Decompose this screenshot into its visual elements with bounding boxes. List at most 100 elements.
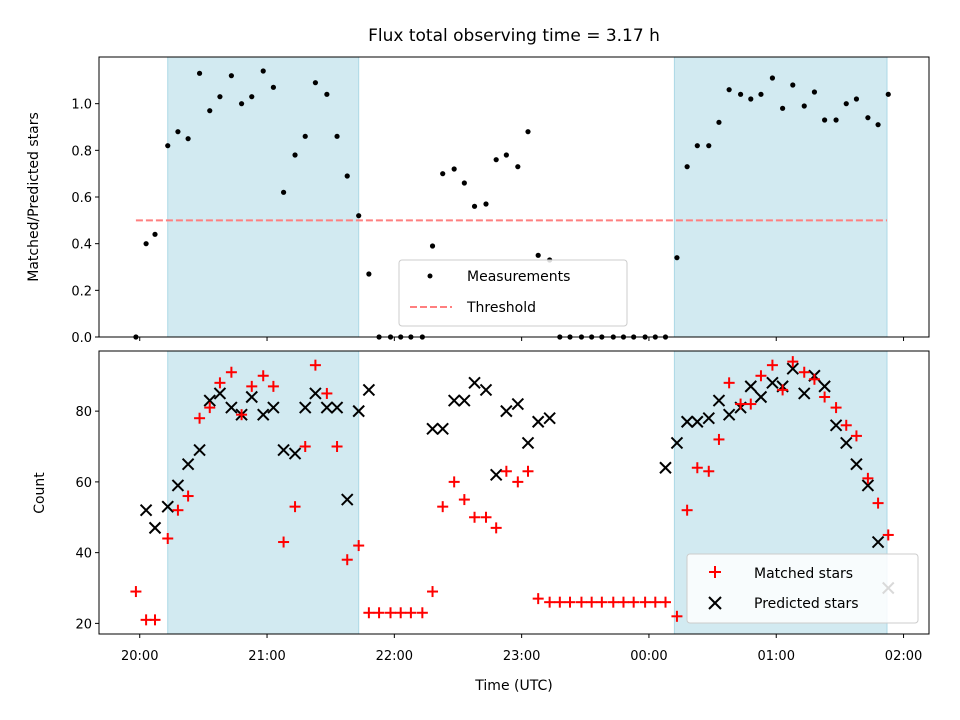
measurement-point bbox=[217, 94, 223, 100]
measurement-point bbox=[833, 117, 839, 123]
measurement-point bbox=[461, 180, 467, 186]
matched-star-point bbox=[819, 391, 831, 403]
matched-star-point bbox=[596, 596, 608, 608]
predicted-star-point bbox=[691, 415, 704, 428]
predicted-star-point bbox=[479, 383, 493, 397]
x-tick-label: 00:00 bbox=[630, 649, 667, 664]
measurement-point bbox=[185, 136, 191, 142]
matched-star-point bbox=[289, 501, 301, 513]
bottom-legend: Matched stars Predicted stars bbox=[686, 553, 919, 624]
measurement-point bbox=[440, 171, 446, 177]
legend-measurements-marker bbox=[427, 273, 433, 279]
measurement-point bbox=[885, 91, 891, 97]
measurement-point bbox=[175, 129, 181, 135]
x-tick-label: 20:00 bbox=[121, 649, 158, 664]
matched-star-point bbox=[194, 412, 206, 424]
measurement-point bbox=[811, 89, 818, 95]
measurement-point bbox=[143, 241, 149, 247]
predicted-star-point bbox=[193, 443, 206, 457]
predicted-star-point bbox=[288, 447, 302, 460]
measurement-point bbox=[324, 91, 330, 97]
predicted-star-point bbox=[468, 376, 481, 390]
matched-star-point bbox=[321, 387, 333, 399]
matched-star-point bbox=[850, 430, 862, 442]
shaded-interval bbox=[673, 56, 888, 338]
predicted-star-point bbox=[171, 479, 185, 492]
measurement-point bbox=[493, 157, 499, 163]
top-legend-box bbox=[398, 259, 628, 327]
matched-star-point bbox=[257, 370, 269, 382]
measurement-point bbox=[726, 87, 732, 93]
measurement-point bbox=[865, 115, 871, 121]
matched-star-point bbox=[681, 504, 693, 516]
legend-threshold-label: Threshold bbox=[466, 300, 536, 316]
bottom-y-axis-label: Count bbox=[32, 472, 48, 514]
matched-star-point bbox=[882, 529, 894, 541]
predicted-star-point bbox=[543, 412, 556, 425]
matched-star-point bbox=[353, 540, 365, 552]
predicted-star-point bbox=[225, 401, 238, 414]
top-x-axis-ticks bbox=[139, 337, 905, 341]
matched-star-point bbox=[607, 596, 619, 608]
measurement-point bbox=[525, 129, 531, 135]
matched-star-point bbox=[639, 596, 651, 608]
measurement-point bbox=[790, 82, 796, 88]
x-axis-label: Time (UTC) bbox=[474, 678, 552, 694]
predicted-star-point bbox=[818, 380, 831, 393]
predicted-star-point bbox=[500, 404, 513, 418]
shaded-interval bbox=[167, 56, 360, 338]
matched-star-point bbox=[703, 465, 715, 477]
measurement-point bbox=[451, 166, 457, 172]
predicted-star-point bbox=[148, 521, 162, 535]
matched-star-point bbox=[787, 356, 799, 368]
matched-star-point bbox=[766, 359, 778, 371]
x-tick-label: 21:00 bbox=[248, 649, 285, 664]
matched-star-point bbox=[363, 607, 375, 619]
measurement-point bbox=[356, 213, 362, 219]
predicted-star-point bbox=[362, 383, 376, 397]
measurement-point bbox=[706, 143, 712, 149]
measurement-point bbox=[312, 80, 319, 86]
matched-star-point bbox=[872, 497, 884, 509]
measurement-point bbox=[207, 108, 213, 114]
y-tick-label: 40 bbox=[75, 547, 92, 562]
predicted-star-point bbox=[829, 419, 843, 432]
measurement-point bbox=[694, 143, 700, 149]
matched-star-point bbox=[554, 596, 566, 608]
matched-star-point bbox=[172, 504, 184, 516]
matched-star-point bbox=[671, 610, 683, 622]
matched-star-point bbox=[532, 593, 544, 605]
predicted-star-point bbox=[659, 461, 672, 474]
matched-star-point bbox=[469, 511, 481, 523]
chart-title: Flux total observing time = 3.17 h bbox=[368, 26, 660, 46]
predicted-star-point bbox=[531, 415, 545, 428]
matched-star-point bbox=[628, 596, 640, 608]
measurement-point bbox=[165, 143, 171, 149]
matched-star-point bbox=[862, 472, 874, 484]
measurement-point bbox=[249, 94, 255, 100]
measurement-point bbox=[152, 231, 158, 237]
y-tick-label: 0.8 bbox=[71, 144, 92, 159]
matched-star-point bbox=[395, 607, 407, 619]
measurement-point bbox=[801, 103, 807, 109]
matched-star-point bbox=[214, 377, 226, 389]
predicted-star-point bbox=[299, 401, 312, 414]
matched-star-point bbox=[649, 596, 661, 608]
measurement-point bbox=[780, 105, 786, 111]
matched-star-point bbox=[755, 370, 767, 382]
x-tick-label: 22:00 bbox=[376, 649, 413, 664]
legend-predicted-marker bbox=[708, 596, 722, 610]
top-panel: 0.0 0.2 0.4 0.6 0.8 1.0 Matched/Predicted sta… bbox=[26, 56, 930, 346]
matched-star-point bbox=[830, 402, 842, 414]
matched-star-point bbox=[840, 419, 852, 431]
matched-star-point bbox=[659, 596, 671, 608]
y-tick-label: 0.2 bbox=[71, 284, 92, 299]
measurement-point bbox=[716, 119, 722, 125]
matched-star-point bbox=[458, 494, 470, 506]
predicted-star-point bbox=[341, 493, 354, 506]
matched-stars-points bbox=[130, 356, 894, 626]
predicted-star-point bbox=[861, 479, 875, 492]
matched-star-point bbox=[225, 366, 237, 378]
predicted-star-point bbox=[309, 387, 322, 400]
top-y-axis-label: Matched/Predicted stars bbox=[26, 112, 42, 282]
